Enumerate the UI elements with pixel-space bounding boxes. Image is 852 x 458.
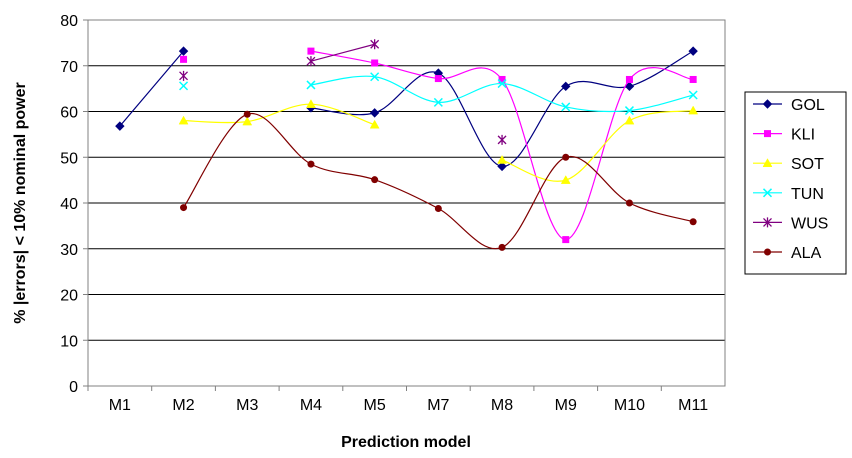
series-line-ala [183, 112, 694, 250]
data-point-wus [370, 39, 380, 50]
data-point-wus [179, 70, 189, 81]
data-point-kli [498, 75, 506, 83]
data-point-ala [689, 218, 697, 226]
legend-marker-ala [764, 248, 771, 256]
gridlines [88, 65, 725, 341]
y-tick-label: 70 [60, 59, 78, 76]
legend-label-gol: GOL [791, 97, 825, 114]
series-line-wus [310, 43, 375, 62]
y-tick-label: 80 [60, 13, 78, 30]
data-point-wus [497, 134, 507, 145]
y-tick-label: 50 [60, 150, 78, 167]
y-axis-title: % |errors| < 10% nominal power [12, 82, 29, 323]
data-point-gol [688, 46, 698, 56]
data-point-kli [434, 75, 442, 83]
series-tun [179, 72, 698, 116]
x-tick-label: M10 [614, 397, 645, 414]
data-point-sot [560, 175, 571, 184]
y-tick-label: 20 [60, 288, 78, 305]
x-axis-ticks: M1 M2 M3 M4 M5 M7 M8 M9 M10 M11 [87, 386, 708, 414]
data-point-sot [242, 116, 253, 126]
series-line-sot [501, 109, 694, 182]
data-point-gol [624, 81, 635, 92]
series-line-gol [119, 50, 185, 127]
data-point-ala [371, 176, 379, 184]
legend-label-sot: SOT [791, 156, 824, 173]
data-point-tun [370, 72, 380, 82]
data-point-ala [243, 110, 251, 118]
data-point-sot [178, 115, 189, 125]
legend-box [744, 91, 847, 275]
data-point-tun [306, 80, 316, 90]
data-point-tun [179, 81, 189, 91]
legend-label-kli: KLI [791, 127, 815, 144]
data-point-sot [369, 119, 380, 129]
legend-marker-kli [764, 130, 771, 138]
data-point-kli [371, 59, 379, 67]
y-tick-label: 60 [60, 105, 78, 122]
data-point-gol [369, 108, 380, 118]
series-ala [180, 110, 697, 251]
y-tick-label: 10 [60, 333, 78, 350]
series-line-sot [183, 103, 375, 126]
data-point-sot [688, 105, 699, 115]
data-point-gol [115, 121, 125, 131]
legend-marker-wus [763, 217, 772, 228]
x-tick-label: M2 [172, 397, 194, 414]
data-point-ala [498, 243, 506, 251]
data-point-tun [497, 79, 507, 89]
y-axis-ticks: 0 10 20 30 40 50 60 70 80 [60, 13, 88, 396]
data-point-ala [307, 160, 315, 168]
data-point-ala [562, 153, 570, 161]
data-point-kli [689, 75, 697, 83]
x-axis-title: Prediction model [341, 434, 471, 451]
data-point-tun [624, 106, 634, 116]
series-sot [178, 99, 699, 184]
data-point-ala [434, 204, 442, 212]
data-point-gol [561, 81, 571, 92]
data-point-sot [306, 99, 316, 108]
legend-marker-sot [762, 158, 773, 167]
data-point-sot [624, 115, 635, 125]
data-point-ala [180, 204, 188, 212]
data-point-kli [307, 47, 315, 55]
series-layer [115, 39, 699, 251]
series-wus [179, 39, 507, 145]
data-point-gol [497, 161, 507, 172]
data-point-ala [625, 199, 633, 207]
x-tick-label: M1 [109, 397, 131, 414]
legend-label-wus: WUS [791, 215, 828, 232]
data-point-tun [688, 90, 698, 100]
x-tick-label: M4 [300, 397, 322, 414]
x-tick-label: M5 [364, 397, 386, 414]
x-tick-label: M3 [236, 397, 258, 414]
y-tick-label: 0 [69, 379, 78, 396]
x-tick-label: M9 [555, 397, 577, 414]
legend: GOL KLI SOT TUN WUS ALA [744, 91, 847, 275]
legend-marker-tun [762, 188, 773, 198]
data-point-kli [562, 236, 570, 244]
legend-marker-gol [762, 99, 773, 109]
data-point-wus [306, 56, 316, 67]
data-point-kli [625, 75, 633, 83]
legend-label-tun: TUN [791, 186, 824, 203]
data-point-tun [433, 97, 443, 107]
x-tick-label: M8 [491, 397, 513, 414]
data-point-gol [178, 46, 189, 56]
legend-label-ala: ALA [791, 245, 822, 262]
series-kli [180, 47, 697, 244]
data-point-sot [497, 154, 507, 164]
series-gol [115, 46, 698, 172]
series-line-gol [310, 50, 694, 168]
y-tick-label: 30 [60, 242, 78, 259]
y-tick-label: 40 [60, 196, 78, 213]
data-point-kli [180, 55, 188, 63]
data-point-tun [561, 102, 571, 112]
x-tick-label: M7 [427, 397, 449, 414]
x-tick-label: M11 [678, 397, 708, 414]
